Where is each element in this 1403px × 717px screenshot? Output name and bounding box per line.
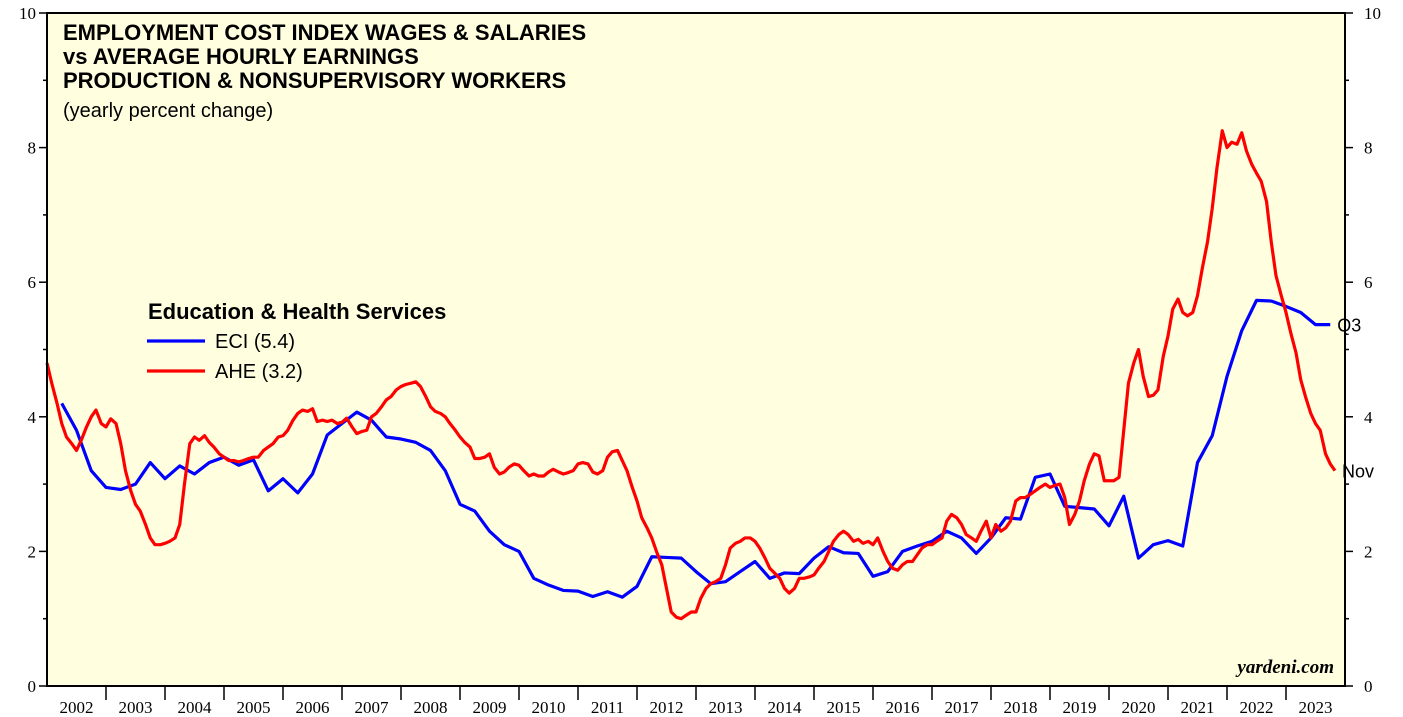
x-tick-label: 2021: [1181, 698, 1215, 717]
y2-tick-label: 4: [1364, 408, 1373, 427]
y-tick-label: 8: [28, 139, 37, 158]
x-tick-label: 2018: [1004, 698, 1038, 717]
source-annotation: yardeni.com: [1235, 657, 1334, 678]
x-tick-label: 2016: [886, 698, 920, 717]
chart-title: PRODUCTION & NONSUPERVISORY WORKERS: [63, 68, 566, 93]
chart-title: vs AVERAGE HOURLY EARNINGS: [63, 44, 419, 69]
x-tick-label: 2022: [1240, 698, 1274, 717]
y2-tick-label: 8: [1364, 139, 1373, 158]
x-tick-label: 2009: [473, 698, 507, 717]
x-tick-label: 2008: [414, 698, 448, 717]
series-end-label: Q3: [1337, 316, 1361, 336]
x-tick-label: 2023: [1299, 698, 1333, 717]
x-tick-label: 2010: [532, 698, 566, 717]
x-tick-label: 2002: [60, 698, 94, 717]
y-tick-label: 4: [28, 408, 37, 427]
x-tick-label: 2015: [827, 698, 861, 717]
x-tick-label: 2014: [768, 698, 803, 717]
x-tick-label: 2006: [296, 698, 330, 717]
x-tick-label: 2011: [591, 698, 624, 717]
y-tick-label: 2: [28, 542, 37, 561]
y2-tick-label: 2: [1364, 542, 1373, 561]
series-line: [45, 129, 1337, 621]
x-tick-label: 2017: [945, 698, 980, 717]
series-line: [60, 298, 1331, 599]
y2-tick-label: 10: [1364, 4, 1381, 23]
legend-label: ECI (5.4): [215, 331, 295, 353]
y2-tick-label: 0: [1364, 677, 1373, 696]
series-end-label: Nov: [1342, 462, 1374, 482]
x-tick-label: 2003: [119, 698, 153, 717]
x-tick-label: 2019: [1063, 698, 1097, 717]
legend-label: AHE (3.2): [215, 361, 303, 383]
legend-title: Education & Health Services: [148, 299, 446, 324]
x-tick-label: 2005: [237, 698, 271, 717]
plot-background: [47, 13, 1345, 686]
x-tick-label: 2004: [178, 698, 213, 717]
x-tick-label: 2012: [650, 698, 684, 717]
x-tick-label: 2007: [355, 698, 390, 717]
y-tick-label: 0: [28, 677, 37, 696]
x-tick-label: 2013: [709, 698, 743, 717]
chart-title: EMPLOYMENT COST INDEX WAGES & SALARIES: [63, 20, 586, 45]
y2-tick-label: 6: [1364, 273, 1373, 292]
plot-marks: [45, 129, 1337, 621]
y-tick-label: 10: [19, 4, 36, 23]
x-tick-label: 2020: [1122, 698, 1156, 717]
y-tick-label: 6: [28, 273, 37, 292]
chart-subtitle: (yearly percent change): [63, 100, 273, 122]
